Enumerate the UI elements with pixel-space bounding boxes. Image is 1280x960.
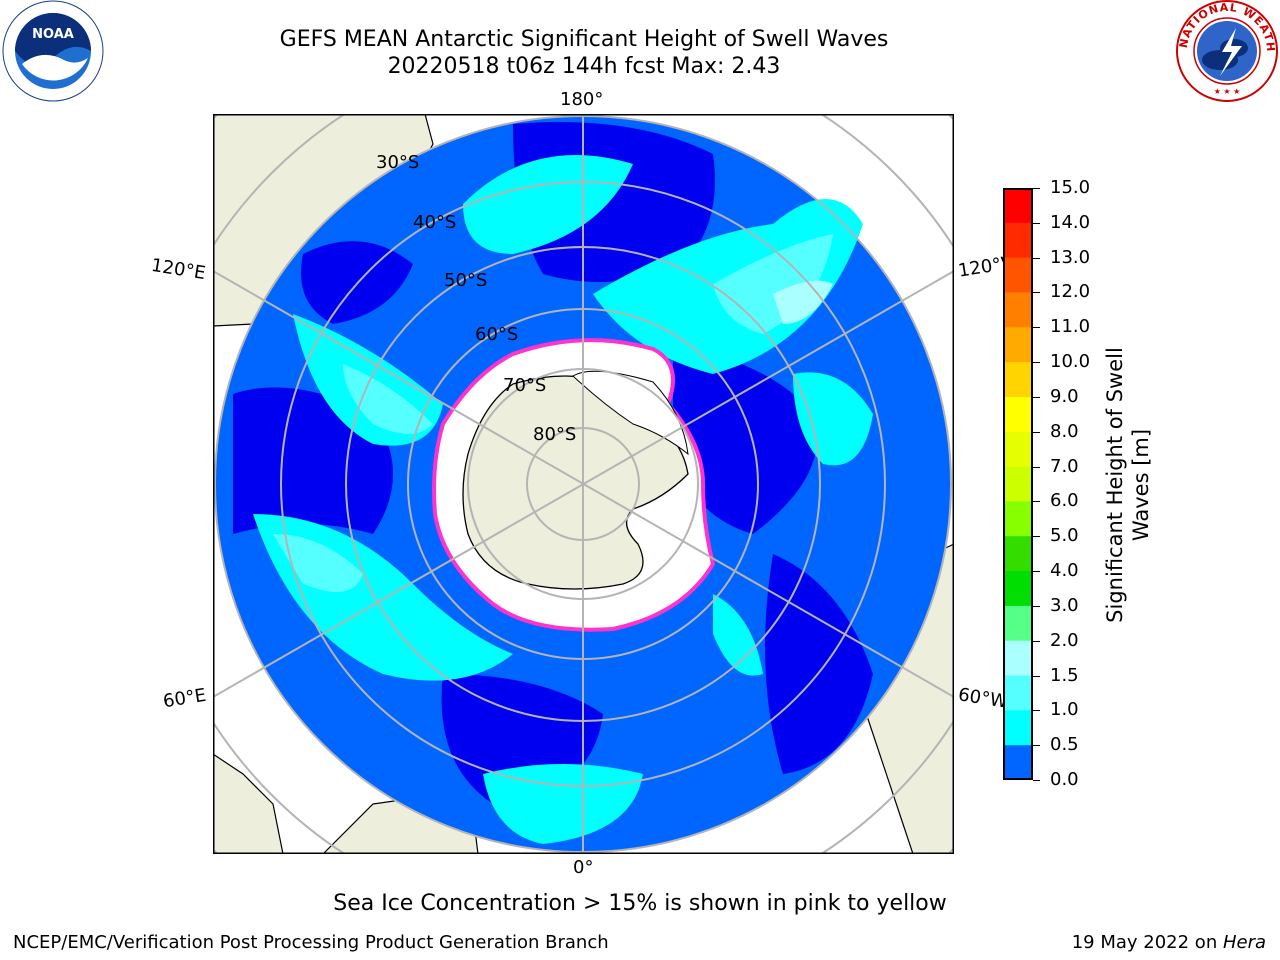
colorbar-segment bbox=[1003, 640, 1033, 677]
lat-label-60s: 60°S bbox=[475, 324, 519, 345]
madagascar-land bbox=[213, 753, 284, 854]
colorbar-tick-label: 10.0 bbox=[1050, 351, 1091, 373]
colorbar-tick-label: 15.0 bbox=[1050, 177, 1091, 198]
colorbar-segment bbox=[1003, 675, 1033, 711]
colorbar-tick-label: 12.0 bbox=[1050, 281, 1091, 303]
colorbar-segment bbox=[1003, 745, 1033, 780]
colorbar-tick-mark bbox=[1033, 780, 1040, 781]
colorbar-tick-label: 14.0 bbox=[1050, 211, 1091, 233]
colorbar-tick-label: 9.0 bbox=[1050, 385, 1079, 407]
lon-label-60e: 60°E bbox=[161, 684, 208, 713]
colorbar-label: Significant Height of Swell Waves [m] bbox=[1103, 347, 1153, 623]
colorbar-tick-mark bbox=[1033, 571, 1040, 573]
footer-credit: NCEP/EMC/Verification Post Processing Pr… bbox=[13, 932, 609, 953]
colorbar-tick-label: 0.0 bbox=[1050, 769, 1079, 790]
colorbar-tick-label: 2.0 bbox=[1050, 629, 1079, 651]
colorbar-tick-mark bbox=[1033, 396, 1040, 398]
lon-label-180: 180° bbox=[560, 89, 604, 110]
svg-text:★ ★ ★: ★ ★ ★ bbox=[1214, 87, 1241, 96]
colorbar-tick-label: 1.0 bbox=[1050, 699, 1079, 721]
colorbar-tick-mark bbox=[1033, 640, 1040, 642]
nws-logo: NATIONAL WEATHER SERVICE ★ ★ ★ bbox=[1176, 0, 1278, 102]
colorbar-tick-mark bbox=[1033, 675, 1040, 677]
colorbar-segment bbox=[1003, 257, 1033, 293]
colorbar-segment bbox=[1003, 362, 1033, 398]
lat-label-30s: 30°S bbox=[376, 152, 420, 173]
colorbar-tick-label: 1.5 bbox=[1050, 664, 1079, 686]
colorbar-segment bbox=[1003, 431, 1033, 468]
noaa-logo-text: NOAA bbox=[32, 27, 74, 42]
lat-label-50s: 50°S bbox=[444, 270, 488, 291]
polar-map bbox=[213, 114, 954, 854]
colorbar-segment bbox=[1003, 292, 1033, 328]
lon-label-60w: 60°W bbox=[956, 684, 1010, 713]
lon-label-120e: 120°E bbox=[149, 254, 208, 285]
colorbar-tick-mark bbox=[1033, 605, 1040, 607]
colorbar-tick-label: 8.0 bbox=[1050, 420, 1079, 442]
colorbar-segment bbox=[1003, 188, 1033, 224]
noaa-logo: NOAA bbox=[2, 0, 104, 102]
colorbar-tick-mark bbox=[1033, 222, 1040, 224]
sea-ice-note: Sea Ice Concentration > 15% is shown in … bbox=[333, 891, 947, 916]
colorbar-tick-mark bbox=[1033, 362, 1040, 364]
colorbar-segment bbox=[1003, 605, 1033, 642]
colorbar-tick-label: 7.0 bbox=[1050, 455, 1079, 477]
chart-title: GEFS MEAN Antarctic Significant Height o… bbox=[279, 27, 889, 52]
colorbar-segment bbox=[1003, 571, 1033, 607]
colorbar-segment bbox=[1003, 501, 1033, 537]
colorbar-segment bbox=[1003, 222, 1033, 259]
colorbar-tick-mark bbox=[1033, 292, 1040, 294]
colorbar-tick-mark bbox=[1033, 188, 1040, 189]
colorbar-segment bbox=[1003, 536, 1033, 572]
lat-label-70s: 70°S bbox=[503, 375, 547, 396]
colorbar-segment bbox=[1003, 710, 1033, 746]
lat-label-40s: 40°S bbox=[413, 212, 457, 233]
colorbar-tick-mark bbox=[1033, 501, 1040, 503]
graticule bbox=[213, 114, 954, 854]
colorbar-tick-label: 13.0 bbox=[1050, 246, 1091, 268]
colorbar-tick-mark bbox=[1033, 466, 1040, 468]
colorbar-tick-label: 11.0 bbox=[1050, 316, 1091, 338]
colorbar-tick-label: 6.0 bbox=[1050, 490, 1079, 512]
colorbar-tick-label: 0.5 bbox=[1050, 734, 1079, 756]
colorbar-tick-mark bbox=[1033, 327, 1040, 329]
colorbar-tick-mark bbox=[1033, 710, 1040, 712]
lon-label-0: 0° bbox=[573, 857, 594, 878]
colorbar-tick-mark bbox=[1033, 431, 1040, 433]
colorbar bbox=[1003, 188, 1033, 780]
chart-subtitle: 20220518 t06z 144h fcst Max: 2.43 bbox=[387, 54, 781, 79]
colorbar-segment bbox=[1003, 466, 1033, 502]
colorbar-tick-label: 3.0 bbox=[1050, 594, 1079, 616]
colorbar-tick-mark bbox=[1033, 745, 1040, 747]
lat-label-80s: 80°S bbox=[533, 424, 577, 445]
colorbar-tick-label: 5.0 bbox=[1050, 525, 1079, 547]
colorbar-segment bbox=[1003, 327, 1033, 363]
footer-date: 19 May 2022 on Hera bbox=[1071, 932, 1266, 953]
colorbar-tick-mark bbox=[1033, 536, 1040, 538]
colorbar-tick-mark bbox=[1033, 257, 1040, 259]
colorbar-tick-label: 4.0 bbox=[1050, 560, 1079, 582]
colorbar-segment bbox=[1003, 396, 1033, 433]
